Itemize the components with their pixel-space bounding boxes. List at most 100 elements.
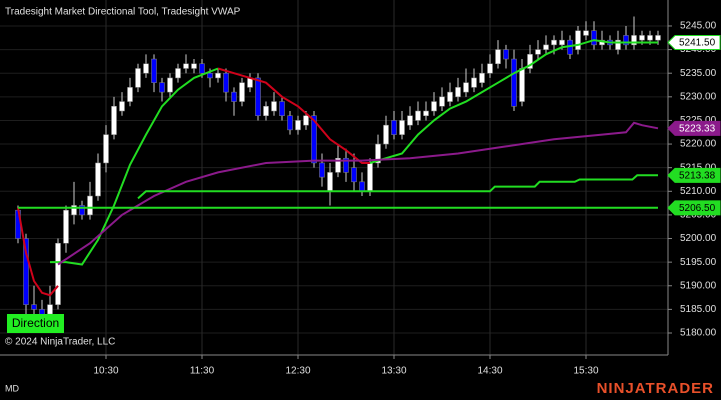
candle-body: [647, 35, 653, 41]
y-tick-label: 5195.00: [680, 257, 717, 268]
candle-body: [231, 91, 237, 102]
candle-body: [575, 30, 581, 50]
candle-body: [623, 35, 629, 46]
candle-body: [183, 63, 189, 69]
candle-body: [295, 120, 301, 131]
candle-body: [263, 106, 269, 116]
y-tick-label: 5190.00: [680, 280, 717, 291]
direction-label: Direction: [12, 316, 59, 330]
candle-body: [359, 181, 365, 192]
price-tag-label: 5241.50: [679, 38, 716, 49]
candle-body: [391, 120, 397, 135]
candle-body: [615, 39, 621, 50]
candle-body: [327, 172, 333, 192]
candle-body: [447, 91, 453, 102]
candle-body: [351, 167, 357, 183]
candle-body: [95, 162, 101, 197]
indicator-line: [57, 121, 659, 266]
x-tick-label: 12:30: [285, 366, 310, 377]
candle-body: [31, 304, 37, 310]
price-tag: [667, 200, 721, 216]
candle-body: [655, 35, 661, 41]
y-tick-label: 5220.00: [680, 139, 717, 150]
y-tick-label: 5245.00: [680, 21, 717, 32]
candle-body: [519, 68, 525, 102]
candle-body: [479, 72, 485, 83]
candle-body: [207, 72, 213, 79]
candle-body: [463, 82, 469, 93]
x-tick-label: 15:30: [573, 366, 598, 377]
price-tag-label: 5223.33: [679, 123, 716, 134]
candle-body: [119, 101, 125, 112]
price-tag: [667, 167, 721, 183]
candle-body: [559, 39, 565, 46]
candle-body: [55, 242, 61, 305]
price-tag-label: 5213.38: [679, 170, 716, 181]
candle-body: [159, 82, 165, 93]
candle-body: [583, 30, 589, 36]
price-tag: [667, 35, 721, 51]
candle-body: [111, 106, 117, 135]
candle-body: [143, 63, 149, 74]
candle-body: [215, 72, 221, 79]
x-tick-label: 10:30: [93, 366, 118, 377]
candle-body: [255, 77, 261, 116]
candle-body: [287, 115, 293, 131]
candle-body: [343, 157, 349, 173]
candle-body: [375, 143, 381, 164]
candle-body: [511, 58, 517, 107]
plot-area: [15, 16, 661, 324]
chart-title: Tradesight Market Directional Tool, Trad…: [5, 7, 241, 18]
candle-body: [175, 68, 181, 79]
candle-body: [503, 49, 509, 60]
candle-body: [535, 49, 541, 55]
candle-body: [191, 63, 197, 69]
candle-body: [167, 77, 173, 93]
candle-body: [23, 238, 29, 305]
y-tick-label: 5235.00: [680, 68, 717, 79]
candle-body: [423, 110, 429, 116]
x-tick-label: 14:30: [477, 366, 502, 377]
candle-body: [639, 35, 645, 41]
candle-body: [135, 68, 141, 88]
candle-body: [487, 63, 493, 74]
price-tag: [667, 120, 721, 136]
candle-body: [631, 35, 637, 46]
candle-body: [439, 96, 445, 107]
candle-body: [103, 134, 109, 164]
candle-body: [383, 124, 389, 145]
indicator-line: [137, 174, 658, 200]
indicator-line: [17, 67, 370, 297]
instrument: MD: [5, 383, 19, 393]
candle-body: [223, 72, 229, 93]
candle-body: [319, 162, 325, 178]
candle-body: [415, 110, 421, 121]
candle-body: [87, 195, 93, 216]
y-tick-label: 5200.00: [680, 233, 717, 244]
grid: [0, 0, 668, 355]
candle-body: [63, 209, 69, 244]
axes: 5245.005240.005235.005230.005225.005220.…: [93, 21, 721, 377]
candle-body: [407, 115, 413, 126]
direction-box: [7, 314, 64, 333]
brand-logo: NINJATRADER: [597, 380, 714, 397]
x-tick-label: 13:30: [381, 366, 406, 377]
candle-body: [551, 39, 557, 46]
candle-body: [495, 49, 501, 65]
candle-body: [151, 58, 157, 83]
candle-body: [311, 115, 317, 164]
candle-body: [591, 30, 597, 46]
candle-body: [543, 44, 549, 50]
candle-body: [471, 77, 477, 88]
y-tick-label: 5210.00: [680, 186, 717, 197]
candle-body: [271, 101, 277, 112]
candle-body: [527, 54, 533, 69]
price-tag-label: 5206.50: [679, 203, 716, 214]
candle-body: [47, 304, 53, 315]
y-tick-label: 5185.00: [680, 304, 717, 315]
candle-body: [79, 205, 85, 216]
y-tick-label: 5180.00: [680, 328, 717, 339]
candle-body: [455, 87, 461, 98]
y-tick-label: 5215.00: [680, 162, 717, 173]
